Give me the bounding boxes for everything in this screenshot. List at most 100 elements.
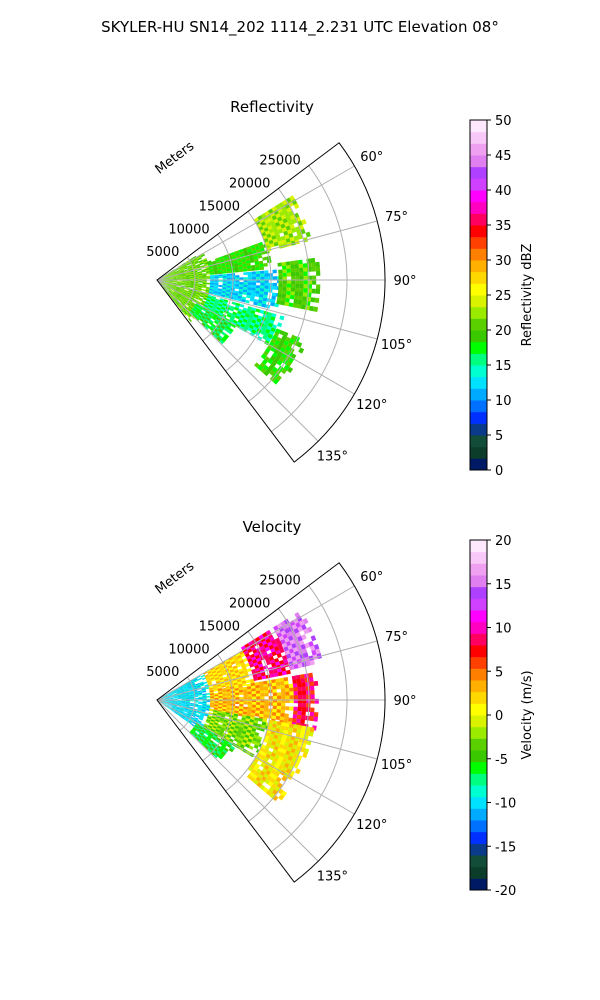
radar-gate <box>199 714 205 717</box>
colorbar-swatch <box>470 131 487 144</box>
radar-gate <box>292 714 298 719</box>
radar-gate <box>261 300 267 305</box>
colorbar-swatch <box>470 178 487 191</box>
radar-gate <box>221 267 227 271</box>
radar-gate <box>243 286 248 290</box>
radar-gate <box>290 264 295 270</box>
radar-gate <box>239 277 244 280</box>
radar-gate <box>281 642 288 649</box>
radar-gate <box>175 287 181 290</box>
radar-gate <box>237 310 242 315</box>
radar-gate <box>256 276 261 280</box>
radar-gate <box>192 728 197 732</box>
radar-gate <box>294 612 301 619</box>
radar-gate <box>201 742 206 747</box>
colorbar-swatch <box>470 446 487 459</box>
radar-gate <box>179 709 184 712</box>
radar-gate <box>293 710 298 715</box>
radar-gate <box>272 669 278 674</box>
radar-gate <box>220 745 226 750</box>
radar-gate <box>247 271 252 275</box>
radar-gate <box>295 283 300 289</box>
radar-gate <box>263 714 268 719</box>
radar-gate <box>195 713 200 717</box>
radar-gate <box>183 291 188 295</box>
radar-gate <box>168 284 173 287</box>
radar-gate <box>187 306 192 311</box>
radar-gate <box>216 737 221 742</box>
radar-gate <box>216 317 221 322</box>
radar-gate <box>173 297 177 302</box>
radar-gate <box>174 709 179 713</box>
radar-gate <box>202 694 207 697</box>
radar-gate <box>208 734 213 739</box>
range-ring <box>248 608 310 822</box>
radar-gate <box>298 639 305 646</box>
radar-gate <box>178 686 183 689</box>
radar-gate <box>203 313 209 318</box>
radar-gate <box>297 702 303 708</box>
radar-gate <box>183 298 189 302</box>
radar-gate <box>234 710 239 714</box>
radar-gate <box>171 286 176 289</box>
radar-gate <box>269 673 275 678</box>
radar-gate <box>270 298 276 304</box>
radar-gate <box>286 265 291 270</box>
radar-gate <box>207 748 212 753</box>
radar-gate <box>293 695 298 700</box>
radar-gate <box>169 697 174 699</box>
radar-gate <box>238 316 244 322</box>
radar-gate <box>198 702 203 705</box>
radar-gate <box>231 722 237 726</box>
radar-gate <box>188 289 193 292</box>
radar-gate <box>175 270 181 273</box>
radar-gate <box>206 297 212 301</box>
radar-gate <box>181 277 186 279</box>
radar-gate <box>271 682 277 687</box>
radar-gate <box>214 752 220 757</box>
radar-gate <box>169 701 174 702</box>
radar-gate <box>247 287 252 291</box>
radar-gate <box>217 288 223 291</box>
radar-gate <box>280 684 285 689</box>
radar-gate <box>198 733 203 738</box>
radar-gate <box>205 708 211 711</box>
radar-gate <box>308 641 314 648</box>
radar-gate <box>315 270 321 276</box>
radar-gate <box>315 284 321 290</box>
radar-gate <box>237 713 243 717</box>
radar-gate <box>263 294 268 299</box>
radar-gate <box>284 687 290 693</box>
radar-gate <box>191 729 196 733</box>
radar-gate <box>299 280 304 285</box>
radar-gate <box>210 278 215 280</box>
radar-gate <box>195 714 200 718</box>
radar-gate <box>243 736 249 742</box>
radar-gate <box>176 694 182 696</box>
radar-gate <box>244 652 250 658</box>
colorbar-swatch <box>470 376 487 389</box>
radar-gate <box>167 692 172 695</box>
radar-gate <box>198 313 203 318</box>
radar-gate <box>179 686 184 690</box>
colorbar-swatch <box>470 423 487 436</box>
radar-gate <box>242 291 247 295</box>
radar-gate <box>246 265 252 269</box>
radar-gate <box>213 303 218 307</box>
radar-gate <box>218 740 224 746</box>
radar-gate <box>181 702 186 704</box>
radar-gate <box>272 226 278 232</box>
radar-gate <box>212 305 218 309</box>
radar-gate <box>231 734 236 739</box>
radar-gate <box>200 292 205 296</box>
radar-gate <box>164 695 169 698</box>
radar-gate <box>190 730 195 734</box>
radar-gate <box>166 287 171 290</box>
radar-gate <box>193 298 198 303</box>
colorbar-swatch <box>470 738 487 751</box>
radar-gate <box>286 280 292 284</box>
radar-gate <box>259 263 264 268</box>
radar-gate <box>214 701 219 704</box>
radar-gate <box>217 269 223 273</box>
radar-gate <box>243 671 249 676</box>
